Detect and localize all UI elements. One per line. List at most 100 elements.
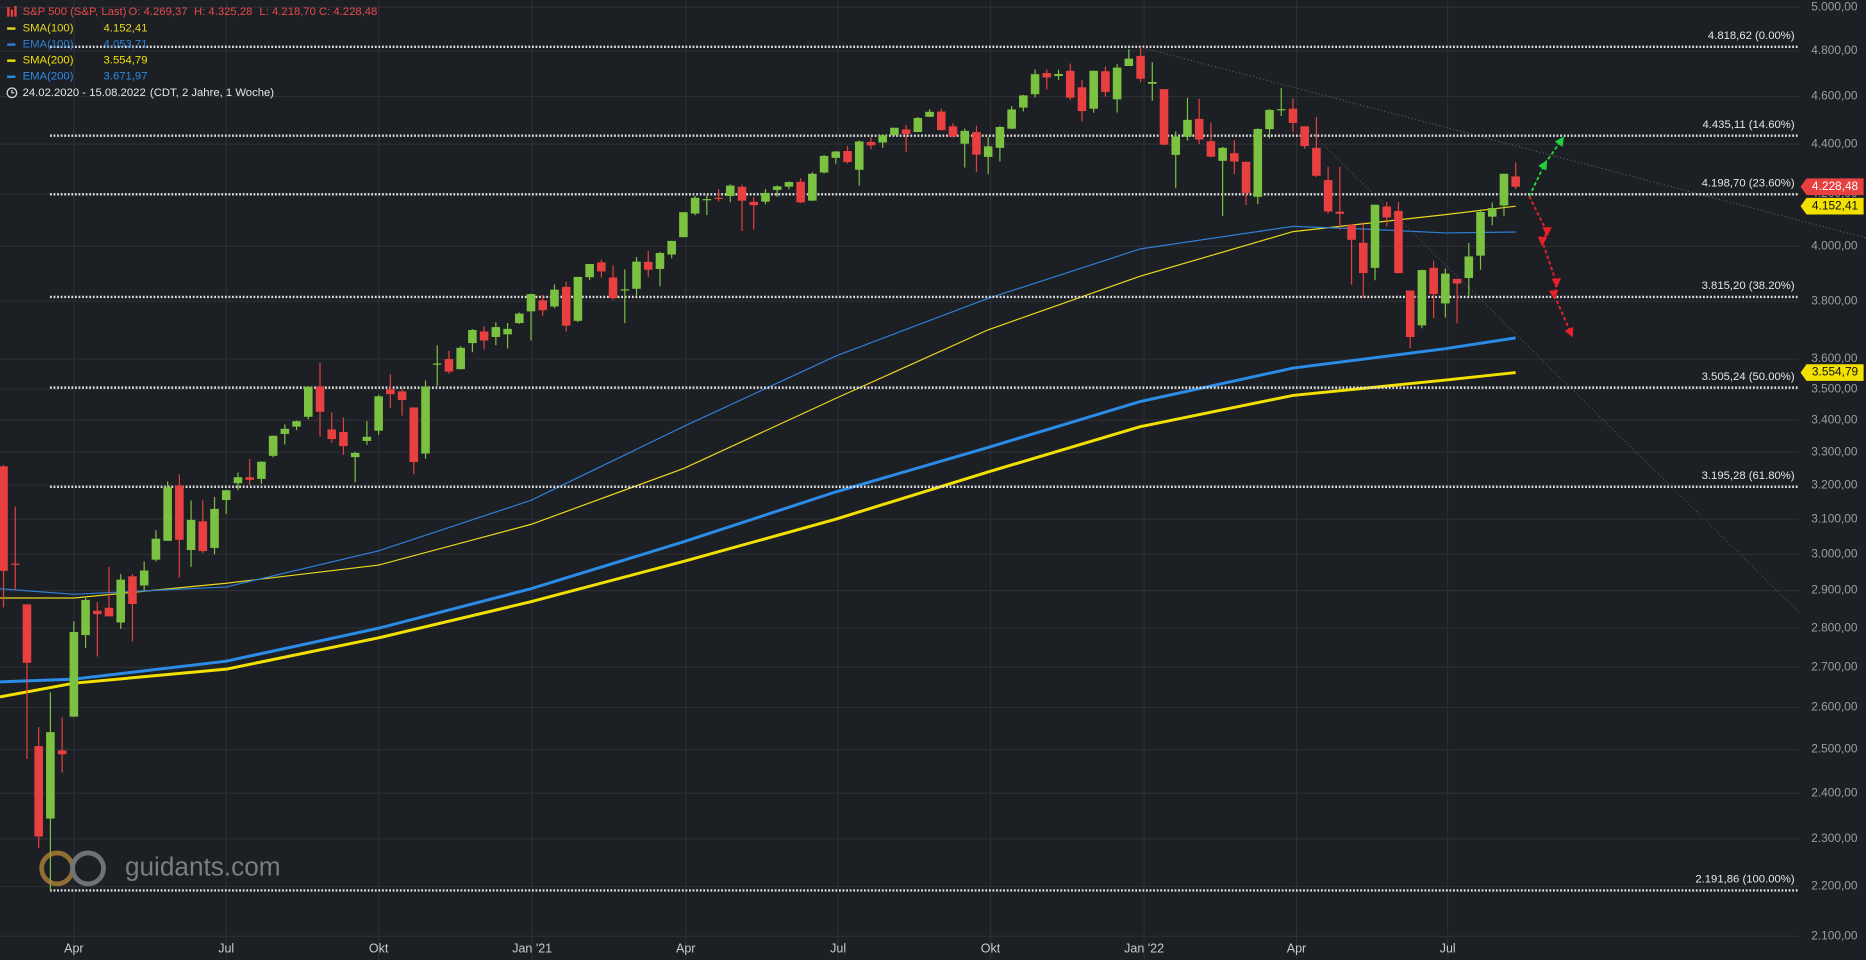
y-tick-label: 2.800,00: [1811, 620, 1858, 634]
icon: [7, 7, 10, 17]
candle-body: [690, 197, 700, 214]
candle-body: [1429, 267, 1438, 295]
candle-body: [22, 604, 32, 663]
fib-label: 4.818,62 (0.00%): [1708, 30, 1795, 42]
candle-body: [1476, 211, 1485, 256]
candle-body: [245, 477, 254, 480]
candle-body: [808, 173, 817, 201]
candle-body: [937, 111, 946, 131]
candle-body: [1124, 58, 1134, 67]
fib-label: 4.435,11 (14.60%): [1702, 119, 1794, 131]
fib-label: 2.191,86 (100.00%): [1695, 874, 1794, 886]
y-tick-label: 3.300,00: [1811, 444, 1858, 458]
clock-icon: [6, 87, 18, 99]
ohlc-label: C: 4.228,48: [319, 6, 377, 18]
legend: S&P 500 (S&P, Last) 24.02.2020 - 15.08.2…: [6, 5, 377, 99]
candle-body: [1253, 128, 1263, 197]
candle-body: [960, 130, 970, 144]
ohlc-label: O: 4.269,37: [129, 6, 188, 18]
candle-body: [1464, 256, 1474, 279]
y-tick-label: 4.400,00: [1811, 136, 1858, 150]
candle-body: [538, 300, 548, 311]
legend-name: SMA(200): [23, 55, 74, 67]
candle-body: [796, 181, 805, 203]
y-tick-label: 3.400,00: [1811, 412, 1858, 426]
y-tick-label: 2.400,00: [1811, 785, 1858, 799]
candle-body: [280, 428, 290, 434]
candle-body: [1382, 206, 1392, 218]
x-tick-label: Jan '22: [1124, 942, 1164, 956]
candle-body: [1487, 208, 1497, 217]
candle-body: [292, 421, 301, 427]
candle-body: [456, 347, 465, 370]
candle-body: [831, 151, 841, 158]
fib-label: 4.198,70 (23.60%): [1702, 178, 1795, 190]
y-tick-label: 4.000,00: [1811, 238, 1858, 252]
price-tag: [1800, 197, 1864, 215]
candle-body: [550, 289, 559, 307]
fib-label: 3.195,28 (61.80%): [1702, 470, 1795, 482]
legend-value: 3.671,97: [104, 71, 148, 83]
candle-body: [772, 186, 782, 190]
candle-body: [151, 538, 161, 560]
candle-body: [1417, 270, 1427, 326]
legend-value: 3.554,79: [104, 55, 148, 67]
y-tick-label: 2.300,00: [1811, 831, 1858, 845]
candle-body: [854, 141, 864, 170]
candle-body: [386, 389, 395, 395]
ma-line: [0, 371, 1516, 699]
candle-body: [1335, 211, 1345, 214]
candle-body: [257, 461, 266, 479]
y-tick-label: 3.000,00: [1811, 546, 1858, 560]
y-tick-label: 2.200,00: [1811, 879, 1858, 893]
candle-body: [327, 429, 337, 440]
candle-body: [866, 141, 876, 146]
y-tick-label: 2.700,00: [1811, 659, 1858, 673]
candles: [0, 46, 1520, 891]
watermark: guidants.com: [39, 850, 281, 887]
price-tag-label: 4.228,48: [1812, 179, 1859, 193]
candle-body: [1452, 278, 1462, 284]
candle-body: [643, 261, 653, 270]
candle-body: [10, 563, 20, 565]
ma-line: [0, 205, 1516, 599]
y-tick-label: 4.800,00: [1811, 43, 1858, 57]
candle-body: [1065, 70, 1075, 98]
candle-body: [1300, 126, 1309, 147]
candle-body: [890, 127, 899, 136]
legend-name: SMA(100): [23, 23, 74, 35]
price-tag-label: 3.554,79: [1812, 365, 1859, 379]
candle-body: [843, 150, 852, 163]
candle-body: [421, 386, 430, 454]
candle-body: [655, 252, 665, 269]
candle-body: [46, 732, 55, 819]
candle-body: [726, 185, 735, 197]
candle-body: [210, 508, 219, 548]
y-tick-label: 3.500,00: [1811, 381, 1858, 395]
candle-body: [128, 576, 137, 604]
candle-body: [995, 127, 1005, 148]
candle-body: [561, 286, 571, 326]
candle-body: [1441, 273, 1450, 304]
x-tick-label: Apr: [64, 942, 83, 956]
candle-body: [233, 477, 243, 484]
legend-value: 4.152,41: [104, 23, 148, 35]
candle-body: [1347, 224, 1356, 240]
candle-body: [491, 327, 501, 337]
legend-name: EMA(200): [23, 71, 74, 83]
candle-body: [761, 192, 770, 202]
candle-body: [1194, 118, 1204, 140]
candle-body: [1183, 119, 1192, 137]
y-tick-label: 2.100,00: [1811, 928, 1858, 942]
legend-name: EMA(100): [23, 39, 74, 51]
candle-body: [81, 599, 90, 636]
candle-body: [362, 436, 372, 441]
y-tick-label: 2.600,00: [1811, 700, 1858, 714]
icon: [14, 5, 17, 17]
candle-body: [1312, 147, 1321, 176]
candle-body: [679, 212, 688, 238]
candle-body: [1276, 109, 1286, 111]
candle-body: [1136, 55, 1145, 79]
candle-body: [1054, 73, 1063, 77]
candle-body: [702, 199, 712, 201]
